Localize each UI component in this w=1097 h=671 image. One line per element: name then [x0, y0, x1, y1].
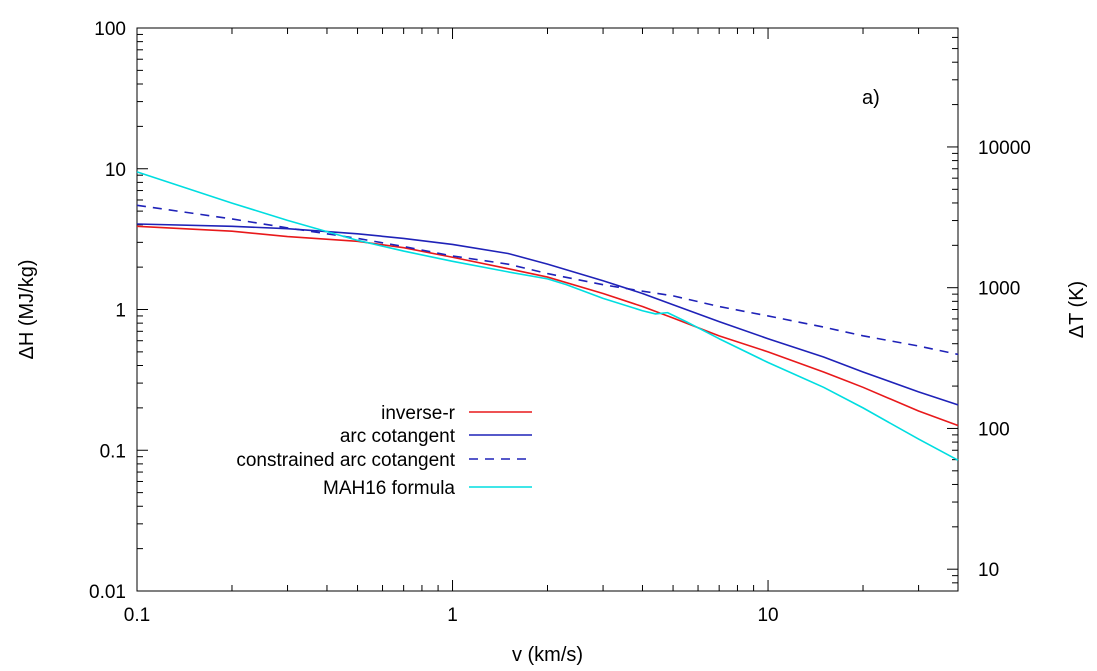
legend-label: MAH16 formula — [323, 478, 455, 499]
y-axis-label: ΔH (MJ/kg) — [16, 259, 38, 359]
y2-axis-label: ΔT (K) — [1066, 281, 1088, 338]
y2-tick-label: 10000 — [978, 138, 1031, 159]
tick-marks — [137, 28, 958, 591]
y-tick-label: 10 — [105, 160, 126, 181]
x-tick-label: 0.1 — [124, 605, 150, 626]
y2-tick-label: 100 — [978, 419, 1010, 440]
y-tick-label: 100 — [94, 19, 126, 40]
y2-tick-label: 1000 — [978, 279, 1020, 300]
panel-annotation: a) — [862, 87, 880, 109]
legend-label: arc cotangent — [340, 426, 456, 447]
x-axis-label: v (km/s) — [512, 644, 583, 666]
legend-label: constrained arc cotangent — [236, 450, 455, 471]
y-tick-label: 0.1 — [100, 441, 126, 462]
y-tick-label: 0.01 — [89, 582, 126, 603]
plot-frame — [137, 28, 958, 591]
y-tick-label: 1 — [115, 301, 126, 322]
series-line-mah16-formula — [137, 172, 958, 460]
x-tick-label: 1 — [447, 605, 458, 626]
y2-tick-label: 10 — [978, 560, 999, 581]
series-line-inverse-r — [137, 226, 958, 425]
series-lines — [137, 172, 958, 460]
series-line-arc-cotangent — [137, 224, 958, 405]
x-tick-label: 10 — [757, 605, 778, 626]
legend-label: inverse-r — [381, 403, 456, 424]
